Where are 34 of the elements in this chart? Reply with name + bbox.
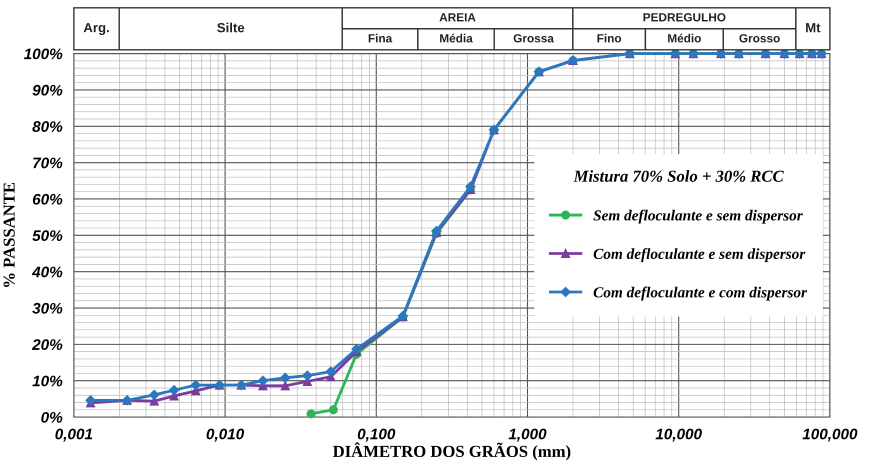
y-axis-title: % PASSANTE [3, 182, 15, 287]
text: Fino [597, 34, 622, 42]
y-tick-label: 50% [32, 230, 62, 242]
legend-label: Sem defloculante e sem dispersor [593, 210, 803, 224]
x-tick-label: 1,000 [508, 428, 546, 442]
text: Grossa [514, 34, 554, 42]
x-axis-title: DIÂMETRO DOS GRÃOS (mm) [332, 442, 570, 460]
y-tick-label: 40% [32, 266, 62, 278]
y-tick-label: 70% [33, 158, 62, 168]
text: Fina [368, 34, 392, 42]
x-tick-label: 0,001 [55, 428, 92, 442]
y-tick-label: 80% [32, 121, 62, 132]
y-tick-label: 100% [24, 48, 62, 60]
text: Médio [668, 34, 701, 42]
text: Média [440, 34, 473, 42]
text: Mt [806, 23, 820, 32]
text: Arg. [84, 23, 109, 35]
x-tick-label: 10,000 [656, 428, 702, 442]
text: AREIA [439, 13, 476, 22]
text: Silte [217, 22, 244, 32]
y-tick-label: 10% [32, 376, 62, 386]
text: PEDREGULHO [643, 13, 726, 22]
y-tick-label: 0% [41, 412, 62, 423]
x-tick-label: 100,000 [802, 428, 858, 442]
x-tick-label: 0,010 [206, 428, 244, 442]
legend-title: Mistura 70% Solo + 30% RCC [573, 170, 784, 182]
y-tick-label: 90% [32, 84, 62, 96]
y-tick-label: 60% [32, 194, 62, 205]
y-tick-label: 20% [32, 339, 62, 350]
text: Grosso [739, 34, 780, 42]
x-tick-label: 0,100 [358, 428, 396, 442]
legend-label: Com defloculante e com dispersor [594, 286, 808, 301]
y-tick-label: 30% [32, 302, 62, 314]
legend-label: Com defloculante e sem dispersor [594, 248, 806, 262]
